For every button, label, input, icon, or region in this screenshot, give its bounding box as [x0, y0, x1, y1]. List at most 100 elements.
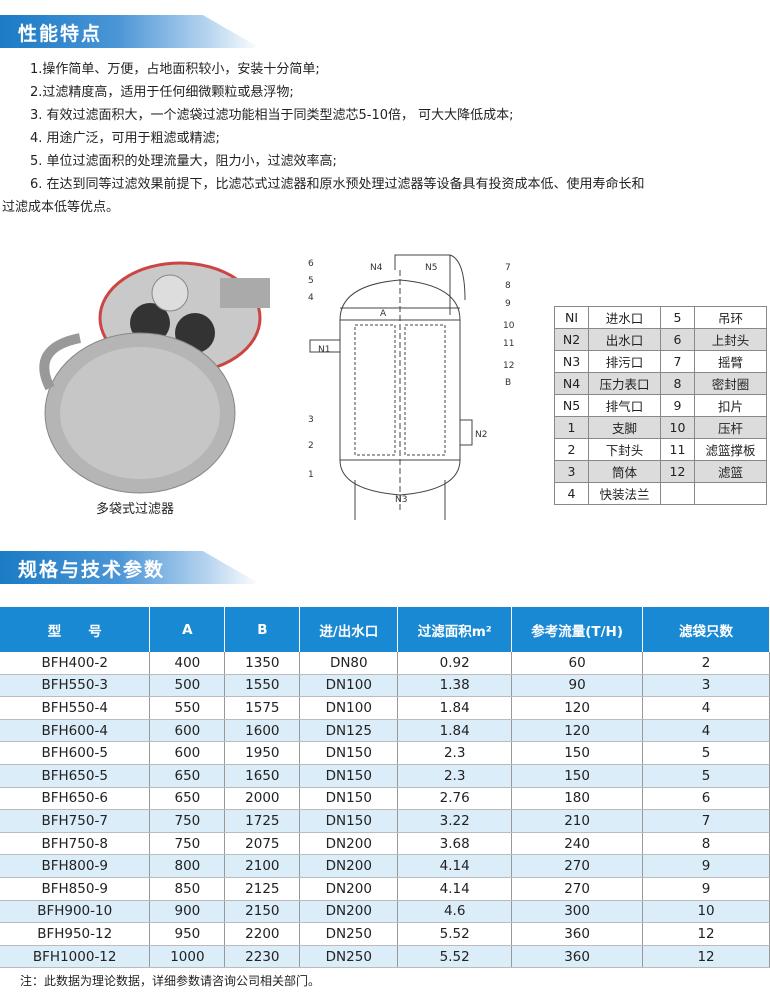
parts-cell: 8	[660, 372, 695, 395]
table-cell: 600	[149, 741, 226, 765]
parts-cell: 3	[554, 460, 589, 483]
diagram-label: N5	[425, 263, 437, 273]
table-cell: 600	[149, 719, 226, 743]
parts-cell: 排气口	[588, 394, 661, 417]
table-cell: BFH1000-12	[0, 945, 151, 969]
diagram-label: 9	[505, 299, 511, 309]
table-cell: 9	[642, 854, 770, 878]
table-row: BFH850-9 850 2125 DN200 4.14 270 9	[0, 877, 770, 901]
table-cell: 150	[511, 741, 644, 765]
parts-cell: 出水口	[588, 328, 661, 351]
table-cell: 270	[511, 854, 644, 878]
table-cell: 120	[511, 696, 644, 720]
parts-row: N5 排气口 9 扣片	[554, 394, 767, 417]
table-cell: 90	[511, 674, 644, 698]
column-header: 参考流量(T/H)	[511, 607, 644, 652]
table-cell: 3.68	[397, 832, 513, 856]
table-cell: 2.3	[397, 741, 513, 765]
table-cell: 2230	[224, 945, 301, 969]
table-cell: DN150	[299, 764, 399, 788]
parts-cell: 1	[554, 416, 589, 439]
table-cell: BFH600-5	[0, 741, 151, 765]
table-cell: 1600	[224, 719, 301, 743]
parts-cell: 压杆	[694, 416, 767, 439]
feature-item: 3. 有效过滤面积大，一个滤袋过滤功能相当于同类型滤芯5-10倍， 可大大降低成…	[30, 108, 514, 123]
table-cell: 2200	[224, 922, 301, 946]
table-cell: 0.92	[397, 652, 513, 675]
table-cell: 5	[642, 764, 770, 788]
table-cell: 1350	[224, 652, 301, 675]
table-cell: DN200	[299, 832, 399, 856]
table-cell: BFH550-3	[0, 674, 151, 698]
diagram-label: N4	[370, 263, 383, 273]
parts-cell: 滤篮撑板	[694, 438, 767, 461]
table-cell: 7	[642, 809, 770, 833]
table-cell: 360	[511, 945, 644, 969]
table-cell: 4	[642, 719, 770, 743]
table-cell: BFH650-5	[0, 764, 151, 788]
parts-legend-table: NI 进水口 5 吊环 N2 出水口 6 上封头 N3 排污口 7 摇臂 N4 压力表口 8 密封圈 N5 排气口…	[554, 306, 767, 505]
table-cell: 3.22	[397, 809, 513, 833]
column-header: 型 号	[0, 607, 151, 652]
parts-cell: 密封圈	[694, 372, 767, 395]
parts-cell: 12	[660, 460, 695, 483]
table-cell: 1.84	[397, 719, 513, 743]
column-header: B	[224, 607, 301, 652]
table-cell: DN125	[299, 719, 399, 743]
diagram-label: 1	[308, 470, 314, 480]
table-cell: 550	[149, 696, 226, 720]
table-cell: 850	[149, 877, 226, 901]
parts-cell: 压力表口	[588, 372, 661, 395]
parts-cell: 9	[660, 394, 695, 417]
column-header: 进/出水口	[299, 607, 399, 652]
table-cell: 2	[642, 652, 770, 675]
table-cell: BFH750-7	[0, 809, 151, 833]
photo-caption: 多袋式过滤器	[96, 502, 175, 517]
table-cell: DN80	[299, 652, 399, 675]
table-cell: 12	[642, 922, 770, 946]
table-cell: 1.84	[397, 696, 513, 720]
product-photo	[39, 261, 270, 494]
table-cell: 5.52	[397, 945, 513, 969]
feature-item: 过滤成本低等优点。	[2, 200, 120, 215]
table-cell: 4.14	[397, 854, 513, 878]
table-cell: DN250	[299, 945, 399, 969]
diagram-label: 11	[503, 339, 514, 349]
parts-cell: 进水口	[588, 306, 661, 329]
feature-item: 5. 单位过滤面积的处理流量大，阻力小，过滤效率高;	[30, 154, 337, 169]
table-row: BFH1000-12 1000 2230 DN250 5.52 360 12	[0, 945, 770, 969]
parts-row: 1 支脚 10 压杆	[554, 416, 767, 439]
table-cell: 2000	[224, 787, 301, 811]
table-cell: BFH400-2	[0, 652, 151, 675]
table-cell: 1575	[224, 696, 301, 720]
parts-cell: 7	[660, 350, 695, 373]
parts-cell: 筒体	[588, 460, 661, 483]
parts-cell: 快装法兰	[588, 482, 661, 505]
table-cell: DN250	[299, 922, 399, 946]
table-cell: 400	[149, 652, 226, 675]
column-header: 过滤面积m²	[397, 607, 513, 652]
feature-item: 1.操作简单、万便，占地面积较小，安装十分简单;	[30, 62, 320, 77]
table-cell: DN150	[299, 741, 399, 765]
table-cell: 1.38	[397, 674, 513, 698]
parts-cell: 10	[660, 416, 695, 439]
table-cell: 2100	[224, 854, 301, 878]
table-cell: 2075	[224, 832, 301, 856]
table-row: BFH550-4 550 1575 DN100 1.84 120 4	[0, 696, 770, 720]
table-cell: 2150	[224, 900, 301, 924]
parts-cell	[660, 482, 695, 505]
table-cell: 650	[149, 764, 226, 788]
table-row: BFH750-7 750 1725 DN150 3.22 210 7	[0, 809, 770, 833]
table-cell: 900	[149, 900, 226, 924]
table-cell: 2125	[224, 877, 301, 901]
table-cell: 360	[511, 922, 644, 946]
specs-title: 规格与技术参数	[18, 559, 166, 581]
table-cell: 950	[149, 922, 226, 946]
table-cell: 4.14	[397, 877, 513, 901]
diagram-label: 3	[308, 415, 314, 425]
table-cell: 800	[149, 854, 226, 878]
feature-item: 4. 用途广泛，可用于粗滤或精滤;	[30, 131, 220, 146]
diagram-label: N1	[318, 345, 330, 355]
table-cell: 6	[642, 787, 770, 811]
diagram-label: 12	[503, 361, 514, 371]
